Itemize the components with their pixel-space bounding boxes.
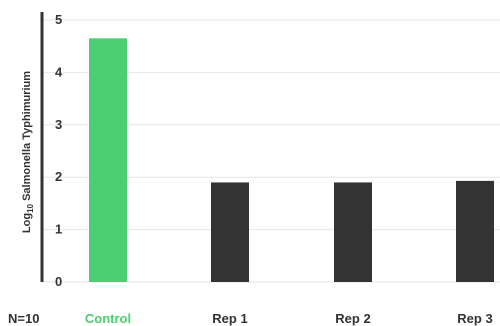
y-tick-label: 5 (55, 12, 62, 27)
bar-control (89, 38, 127, 283)
category-label-rep-2: Rep 2 (335, 311, 370, 326)
y-tick-label: 2 (55, 169, 62, 184)
y-axis-label-log: Log (21, 213, 33, 233)
y-axis-label: Log10 Salmonella Typhimurium (21, 71, 35, 233)
y-tick-label: 1 (55, 222, 62, 237)
y-tick-label: 4 (55, 64, 63, 79)
category-label-control: Control (85, 311, 131, 326)
sample-size-label: N=10 (8, 311, 39, 326)
category-labels: Control Rep 1 Rep 2 Rep 3 (85, 311, 493, 326)
bar-rep-3 (456, 180, 494, 282)
y-tick-labels: 0 1 2 3 4 5 (55, 12, 63, 289)
y-axis-label-subscript: 10 (26, 203, 35, 212)
y-tick-label: 3 (55, 117, 62, 132)
bar-rep-2 (334, 182, 372, 282)
y-tick-label: 0 (55, 274, 62, 289)
bars (89, 38, 494, 283)
y-axis-label-rest: Salmonella Typhimurium (21, 71, 33, 204)
category-label-rep-1: Rep 1 (212, 311, 247, 326)
bar-rep-1 (211, 182, 249, 282)
category-label-rep-3: Rep 3 (457, 311, 492, 326)
